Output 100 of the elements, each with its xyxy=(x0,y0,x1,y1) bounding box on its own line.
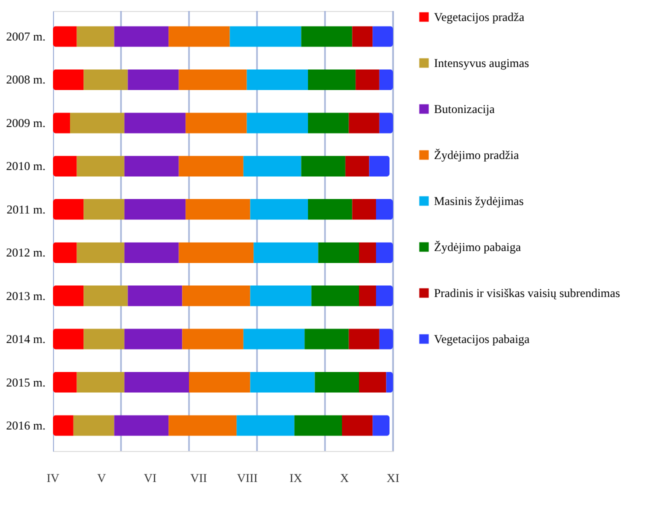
text: IX xyxy=(290,471,303,485)
bar xyxy=(53,242,77,263)
bar xyxy=(250,199,308,220)
bar xyxy=(114,26,169,47)
legend-label: Vegetacijos pradža xyxy=(434,10,525,24)
legend-label: Intensyvus augimas xyxy=(434,56,530,70)
bar xyxy=(352,26,373,47)
bar xyxy=(124,112,186,134)
legend-label: Vegetacijos pabaiga xyxy=(434,332,530,346)
bar xyxy=(53,285,84,306)
bar xyxy=(345,156,370,177)
y-tick-label: 2011 m. xyxy=(6,202,46,216)
bar xyxy=(379,328,393,350)
bar xyxy=(182,328,244,350)
bar xyxy=(308,112,349,134)
bar xyxy=(342,415,373,436)
legend-label: Masinis žydėjimas xyxy=(434,194,524,208)
text: IV xyxy=(46,471,60,485)
bar xyxy=(124,328,182,350)
bar xyxy=(236,415,294,436)
bar xyxy=(84,69,128,90)
bar xyxy=(294,415,342,436)
bar xyxy=(53,415,74,436)
bar xyxy=(348,328,380,350)
bar xyxy=(230,26,302,47)
legend-label: Butonizacija xyxy=(434,102,496,116)
bar xyxy=(76,372,124,393)
text: VIII xyxy=(236,471,258,485)
bar xyxy=(243,156,302,177)
bar xyxy=(352,199,376,220)
text: X xyxy=(340,471,350,485)
y-tick-label: 2015 m. xyxy=(6,375,46,390)
bar xyxy=(301,26,352,47)
text: XI xyxy=(386,471,400,485)
bar xyxy=(359,372,386,393)
bar xyxy=(376,242,393,263)
bar xyxy=(53,69,84,90)
bar xyxy=(124,156,179,177)
bar xyxy=(76,26,114,47)
bar xyxy=(76,242,124,263)
bar xyxy=(73,415,114,436)
bar xyxy=(379,69,393,90)
bar xyxy=(311,285,359,306)
text: VI xyxy=(144,471,156,485)
y-tick-label: 2016 m. xyxy=(6,418,46,432)
bar xyxy=(348,112,380,134)
bar xyxy=(53,112,70,134)
bar xyxy=(178,156,244,177)
bar xyxy=(189,372,250,393)
y-tick-label: 2007 m. xyxy=(6,30,46,44)
text: V xyxy=(97,471,106,485)
bar xyxy=(318,242,359,263)
bar xyxy=(356,69,380,90)
bar xyxy=(379,112,393,134)
bar xyxy=(186,112,247,134)
bar xyxy=(84,199,124,220)
bar xyxy=(250,285,312,306)
bar xyxy=(314,372,359,393)
text: VII xyxy=(190,471,208,485)
bar xyxy=(243,328,305,350)
bar xyxy=(246,112,308,134)
y-tick-label: 2008 m. xyxy=(6,72,46,87)
bar xyxy=(308,199,352,220)
y-tick-label: 2013 m. xyxy=(6,288,46,303)
bar xyxy=(308,69,356,90)
bar xyxy=(376,199,393,220)
bar xyxy=(386,372,393,393)
y-tick-label: 2014 m. xyxy=(6,332,46,346)
bar xyxy=(53,156,77,177)
bar xyxy=(53,199,84,220)
bar xyxy=(250,372,315,393)
bar xyxy=(84,285,128,306)
bar xyxy=(376,285,393,306)
bar xyxy=(246,69,308,90)
bar xyxy=(182,285,250,306)
bar xyxy=(304,328,349,350)
bar xyxy=(53,372,77,393)
legend-label: Žydėjimo pradžia xyxy=(434,148,520,162)
y-tick-label: 2009 m. xyxy=(6,116,46,130)
bar xyxy=(53,328,84,350)
bar xyxy=(369,156,390,177)
bar xyxy=(359,285,376,306)
bar xyxy=(359,242,376,263)
bar xyxy=(168,415,237,436)
bar xyxy=(70,112,124,134)
bar xyxy=(114,415,169,436)
bar xyxy=(128,285,182,306)
legend-label: Žydėjimo pabaiga xyxy=(434,240,522,254)
y-tick-label: 2012 m. xyxy=(6,246,46,260)
bar xyxy=(124,372,189,393)
bar xyxy=(301,156,346,177)
bar xyxy=(124,199,186,220)
bar xyxy=(84,328,124,350)
bar xyxy=(372,26,393,47)
bar xyxy=(128,69,179,90)
bar xyxy=(178,242,254,263)
y-tick-label: 2010 m. xyxy=(6,159,46,174)
bar xyxy=(76,156,124,177)
legend-label: Pradinis ir visiškas vaisių subrendimas xyxy=(434,286,620,300)
bar xyxy=(372,415,390,436)
